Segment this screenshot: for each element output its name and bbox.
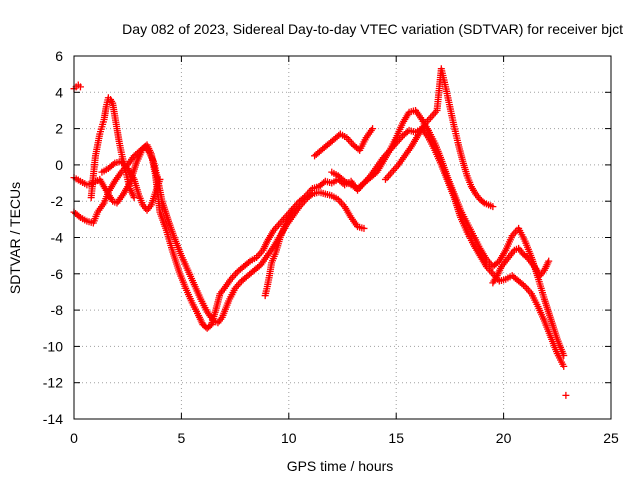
data-point <box>479 198 487 206</box>
data-point <box>289 206 297 214</box>
y-axis-ticks: -14 -12 -10 -8 -6 -4 -2 0 2 4 6 <box>43 48 611 427</box>
series-track-6 <box>261 206 297 300</box>
y-tick-label: 4 <box>55 84 63 100</box>
data-point <box>130 194 138 202</box>
y-tick-label: -4 <box>51 230 64 246</box>
data-point <box>369 125 377 133</box>
y-axis-label: SDTVAR / TECUs <box>7 182 23 294</box>
series-track-9 <box>381 65 497 211</box>
data-point <box>519 281 527 289</box>
data-point <box>560 362 568 370</box>
data-point <box>360 224 368 232</box>
data-point <box>245 258 253 266</box>
series-track-2 <box>70 125 568 370</box>
data-point <box>320 179 328 187</box>
y-tick-label: 2 <box>55 121 63 137</box>
series-track-4 <box>87 94 138 202</box>
x-axis-ticks: 0 5 10 15 20 25 <box>70 56 619 446</box>
data-series <box>70 65 570 399</box>
y-tick-label: -2 <box>51 193 64 209</box>
series-track-10 <box>489 244 553 287</box>
series-track-11 <box>562 391 570 399</box>
x-tick-label: 0 <box>70 430 78 446</box>
data-point <box>560 351 568 359</box>
y-tick-label: 6 <box>55 48 63 64</box>
y-tick-label: -10 <box>43 338 63 354</box>
data-point <box>75 212 83 220</box>
x-tick-label: 25 <box>603 430 619 446</box>
gridlines <box>74 56 611 419</box>
y-tick-label: -8 <box>51 302 64 318</box>
data-point <box>156 175 164 183</box>
series-track-7 <box>311 125 377 160</box>
x-tick-label: 20 <box>496 430 512 446</box>
y-tick-label: -6 <box>51 266 64 282</box>
y-tick-label: -14 <box>43 411 63 427</box>
series-track-8 <box>328 106 568 359</box>
x-axis-label: GPS time / hours <box>287 458 394 474</box>
series-track-5 <box>98 157 164 214</box>
data-point <box>545 257 553 265</box>
data-point <box>489 203 497 211</box>
x-tick-label: 10 <box>281 430 297 446</box>
y-tick-label: 0 <box>55 157 63 173</box>
series-track-3 <box>70 143 368 327</box>
y-tick-label: -12 <box>43 375 63 391</box>
x-tick-label: 5 <box>178 430 186 446</box>
data-point <box>562 391 570 399</box>
x-tick-label: 15 <box>388 430 404 446</box>
data-point <box>109 160 117 168</box>
data-point <box>403 128 411 136</box>
data-point <box>307 191 315 199</box>
series-track-1 <box>70 81 84 93</box>
chart-title: Day 082 of 2023, Sidereal Day-to-day VTE… <box>122 21 623 37</box>
data-point <box>339 176 347 184</box>
data-point <box>76 83 84 91</box>
